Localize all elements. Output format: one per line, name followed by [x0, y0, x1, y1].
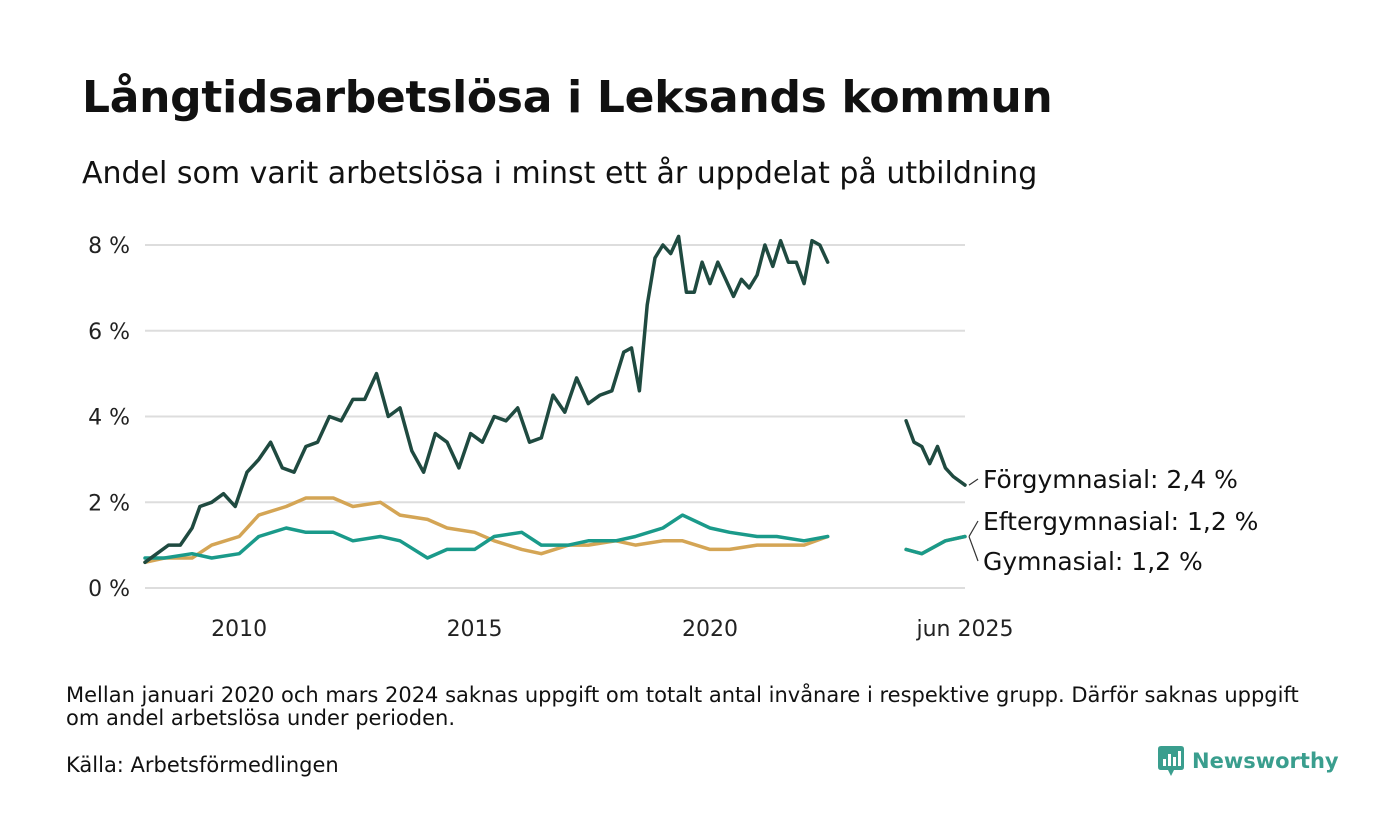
brand-name: Newsworthy [1192, 749, 1339, 773]
series-line-förgymnasial-1 [904, 419, 967, 487]
x-tick-label: 2020 [682, 617, 738, 642]
series-line-eftergymnasial-1 [904, 534, 967, 556]
series-end-label: Gymnasial: 1,2 % [983, 547, 1203, 576]
label-leader-line [968, 520, 979, 537]
chart-subtitle: Andel som varit arbetslösa i minst ett å… [82, 156, 1038, 191]
y-tick-label: 4 % [88, 406, 130, 431]
series-line-gymnasial-0 [143, 496, 830, 565]
label-leader-line [968, 536, 979, 562]
x-tick-label: jun 2025 [916, 617, 1014, 642]
x-tick-label: 2010 [211, 617, 267, 642]
source-text: Källa: Arbetsförmedlingen [66, 753, 339, 777]
y-tick-label: 6 % [88, 320, 130, 345]
series-line-eftergymnasial-0 [143, 513, 830, 560]
footnote: Mellan januari 2020 och mars 2024 saknas… [66, 683, 1299, 730]
series-line-förgymnasial-0 [143, 234, 830, 565]
y-tick-label: 8 % [88, 234, 130, 259]
y-tick-label: 2 % [88, 491, 130, 516]
brand-logo: Newsworthy [1158, 746, 1339, 776]
series-end-label: Eftergymnasial: 1,2 % [983, 507, 1258, 536]
x-tick-label: 2015 [447, 617, 503, 642]
chart-title: Långtidsarbetslösa i Leksands kommun [82, 72, 1053, 123]
newsworthy-icon [1158, 746, 1184, 776]
y-tick-label: 0 % [88, 577, 130, 602]
label-leader-line [968, 478, 979, 486]
series-end-label: Förgymnasial: 2,4 % [983, 465, 1238, 494]
